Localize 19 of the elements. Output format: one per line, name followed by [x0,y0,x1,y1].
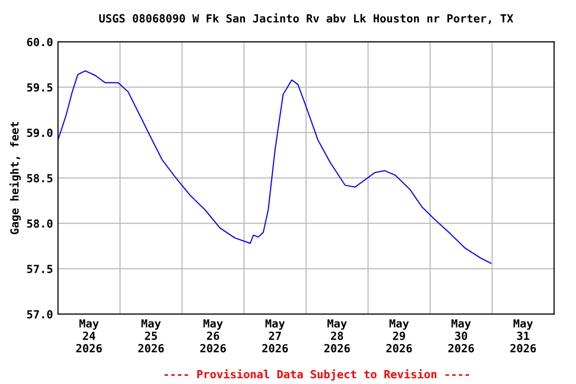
y-tick-label: 58.5 [27,174,52,182]
x-tick-label: May 31 2026 [510,319,536,352]
line-series [58,70,492,264]
x-tick-label: May 27 2026 [262,319,288,352]
y-tick-label: 57.5 [27,264,52,274]
chart-title: USGS 08068090 W Fk San Jacinto Rv abv Lk Houston nr Porter, TX [99,13,514,24]
y-tick-label: 58.0 [27,219,52,228]
x-tick-label: May 30 2026 [448,319,474,352]
text: ---- Provisional Data Subject to Revision ---- [164,369,470,381]
y-tick-label: 60.0 [27,38,52,46]
y-tick-label: 57.0 [27,310,52,318]
y-tick-label: 59.0 [27,128,52,138]
x-tick-label: May 24 2026 [76,319,102,352]
x-tick-label: May 26 2026 [200,319,226,352]
x-tick-label: May 28 2026 [324,319,350,352]
x-tick-label: May 29 2026 [386,319,412,352]
x-tick-label: May 25 2026 [138,319,164,352]
y-tick-label: 59.5 [27,83,52,92]
y-axis-title: Gage height, feet [9,122,21,234]
